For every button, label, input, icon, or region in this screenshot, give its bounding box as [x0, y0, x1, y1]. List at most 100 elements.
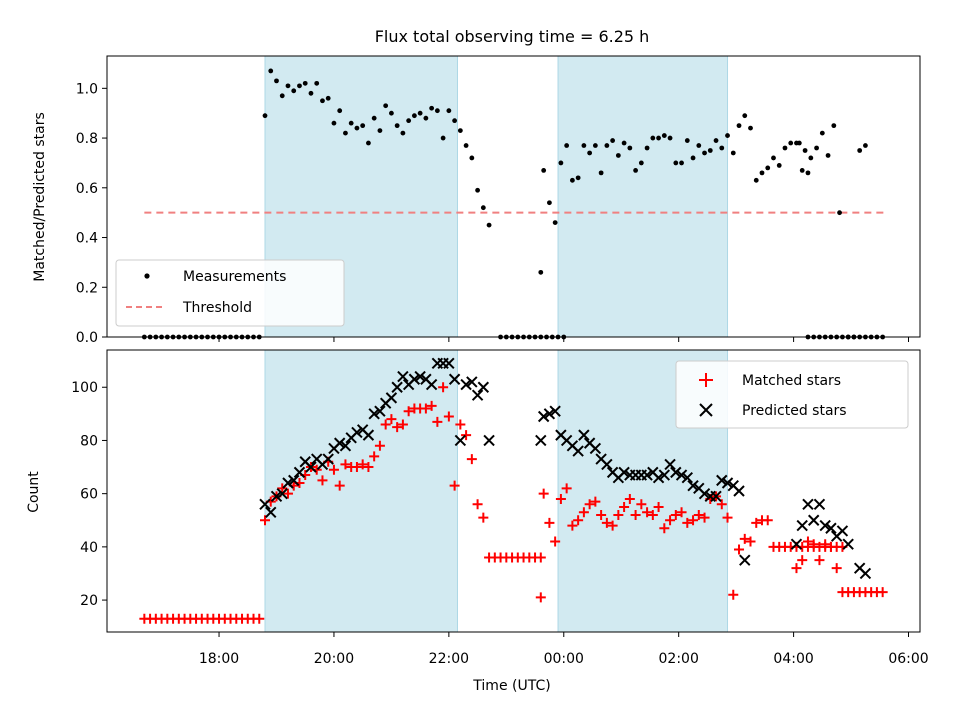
- matched-stars-point: [535, 552, 546, 563]
- top-legend: Measurements Threshold: [115, 259, 345, 327]
- matched-stars-point: [392, 422, 403, 433]
- measurement-point: [394, 123, 400, 129]
- measurement-point: [480, 205, 486, 211]
- predicted-stars-point: [543, 408, 556, 420]
- predicted-stars-point: [721, 477, 734, 489]
- top-panel-frame: [106, 55, 921, 338]
- predicted-stars-point: [537, 410, 550, 423]
- matched-stars-point: [745, 536, 756, 547]
- predicted-stars-point: [288, 474, 300, 487]
- matched-stars-point: [693, 509, 704, 520]
- measurement-point: [320, 98, 325, 104]
- matched-stars-point: [642, 507, 653, 518]
- measurement-point: [377, 128, 383, 134]
- predicted-stars-point: [658, 469, 671, 481]
- matched-stars-point: [670, 509, 681, 520]
- measurement-point: [788, 140, 794, 146]
- matched-stars-point: [797, 555, 808, 566]
- x-tick-label: 04:00: [773, 651, 813, 667]
- measurement-point: [314, 80, 320, 86]
- measurement-point: [285, 83, 291, 89]
- measurement-point: [558, 160, 564, 166]
- predicted-stars-point: [454, 434, 467, 447]
- matched-stars-point: [397, 419, 408, 430]
- matched-stars-point: [699, 512, 710, 523]
- predicted-stars-point: [572, 445, 584, 457]
- predicted-stars-point: [601, 458, 613, 471]
- measurement-point: [748, 125, 753, 131]
- predicted-stars-point: [466, 376, 478, 388]
- predicted-stars-point: [675, 469, 688, 481]
- matched-stars-point: [277, 483, 288, 494]
- measurement-point: [308, 90, 314, 96]
- matched-stars-point: [601, 517, 612, 528]
- bottom-ylabel: Count: [26, 471, 42, 513]
- measurement-point: [360, 123, 366, 129]
- measurement-point: [656, 135, 661, 141]
- measurement-point: [564, 143, 570, 148]
- matched-stars-point: [438, 382, 449, 393]
- matched-stars-point: [596, 509, 607, 520]
- bottom-legend: Matched stars Predicted stars: [675, 360, 909, 429]
- predicted-stars-point: [670, 466, 682, 479]
- matched-stars-point: [363, 462, 374, 473]
- predicted-stars-point: [385, 392, 398, 404]
- predicted-stars-point: [443, 357, 455, 370]
- measurement-point: [753, 177, 759, 183]
- measurement-point: [440, 135, 446, 141]
- measurement-point: [765, 165, 771, 171]
- measurement-point: [457, 128, 463, 134]
- predicted-stars-point: [698, 487, 711, 500]
- matched-stars-point: [613, 509, 624, 520]
- measurement-point: [684, 138, 690, 143]
- y-tick-label: 100: [71, 380, 98, 396]
- matched-stars-point: [665, 515, 676, 526]
- measurement-point: [814, 145, 819, 151]
- legend-threshold-label: Threshold: [182, 300, 252, 316]
- matched-stars-point: [472, 499, 483, 510]
- y-tick-label: 0.6: [76, 181, 98, 197]
- matched-stars-point: [659, 523, 670, 534]
- matched-stars-point: [590, 496, 601, 507]
- predicted-stars-point: [368, 408, 380, 420]
- x-tick-label: 00:00: [544, 651, 584, 667]
- predicted-stars-point: [578, 429, 590, 441]
- predicted-stars-point: [460, 378, 472, 391]
- measurement-point: [383, 103, 389, 109]
- measurement-point: [621, 140, 627, 146]
- y-tick-label: 0.8: [76, 131, 98, 147]
- matched-stars-point: [351, 462, 362, 473]
- measurement-point: [274, 78, 279, 84]
- predicted-stars-point: [739, 554, 751, 566]
- measurement-point: [825, 153, 831, 158]
- x-tick-label: 02:00: [659, 651, 699, 667]
- predicted-stars-point: [859, 567, 872, 580]
- measurement-point: [262, 113, 268, 119]
- measurement-point: [667, 135, 673, 141]
- predicted-stars-point: [276, 487, 288, 500]
- bottom-panel: 20 40 60 80 100 18:00 20:00 22:00 00:00 02:00 04:…: [26, 349, 929, 694]
- legend-matched-label: Matched stars: [742, 373, 841, 389]
- top-legend-box: [115, 259, 345, 327]
- matched-stars-point: [762, 515, 773, 526]
- measurement-point: [400, 130, 406, 136]
- matched-stars-point: [653, 501, 664, 512]
- predicted-stars-point: [322, 453, 334, 465]
- matched-stars-point: [630, 509, 641, 520]
- matched-stars-point: [282, 488, 293, 499]
- predicted-stars-point: [483, 434, 495, 447]
- matched-stars-point: [340, 459, 351, 470]
- measurement-point: [279, 93, 285, 99]
- measurement-point: [661, 133, 667, 138]
- measurement-point: [446, 108, 452, 114]
- matched-stars-point: [676, 507, 687, 518]
- matched-stars-point: [624, 493, 635, 504]
- predicted-stars-point: [618, 466, 630, 479]
- legend-predicted-marker: [699, 403, 713, 417]
- measurement-point: [719, 145, 725, 151]
- predicted-stars-point: [790, 538, 803, 550]
- measurement-point: [452, 118, 458, 124]
- predicted-stars-point: [414, 370, 426, 383]
- matched-stars-point: [432, 416, 443, 427]
- predicted-stars-point: [825, 522, 837, 534]
